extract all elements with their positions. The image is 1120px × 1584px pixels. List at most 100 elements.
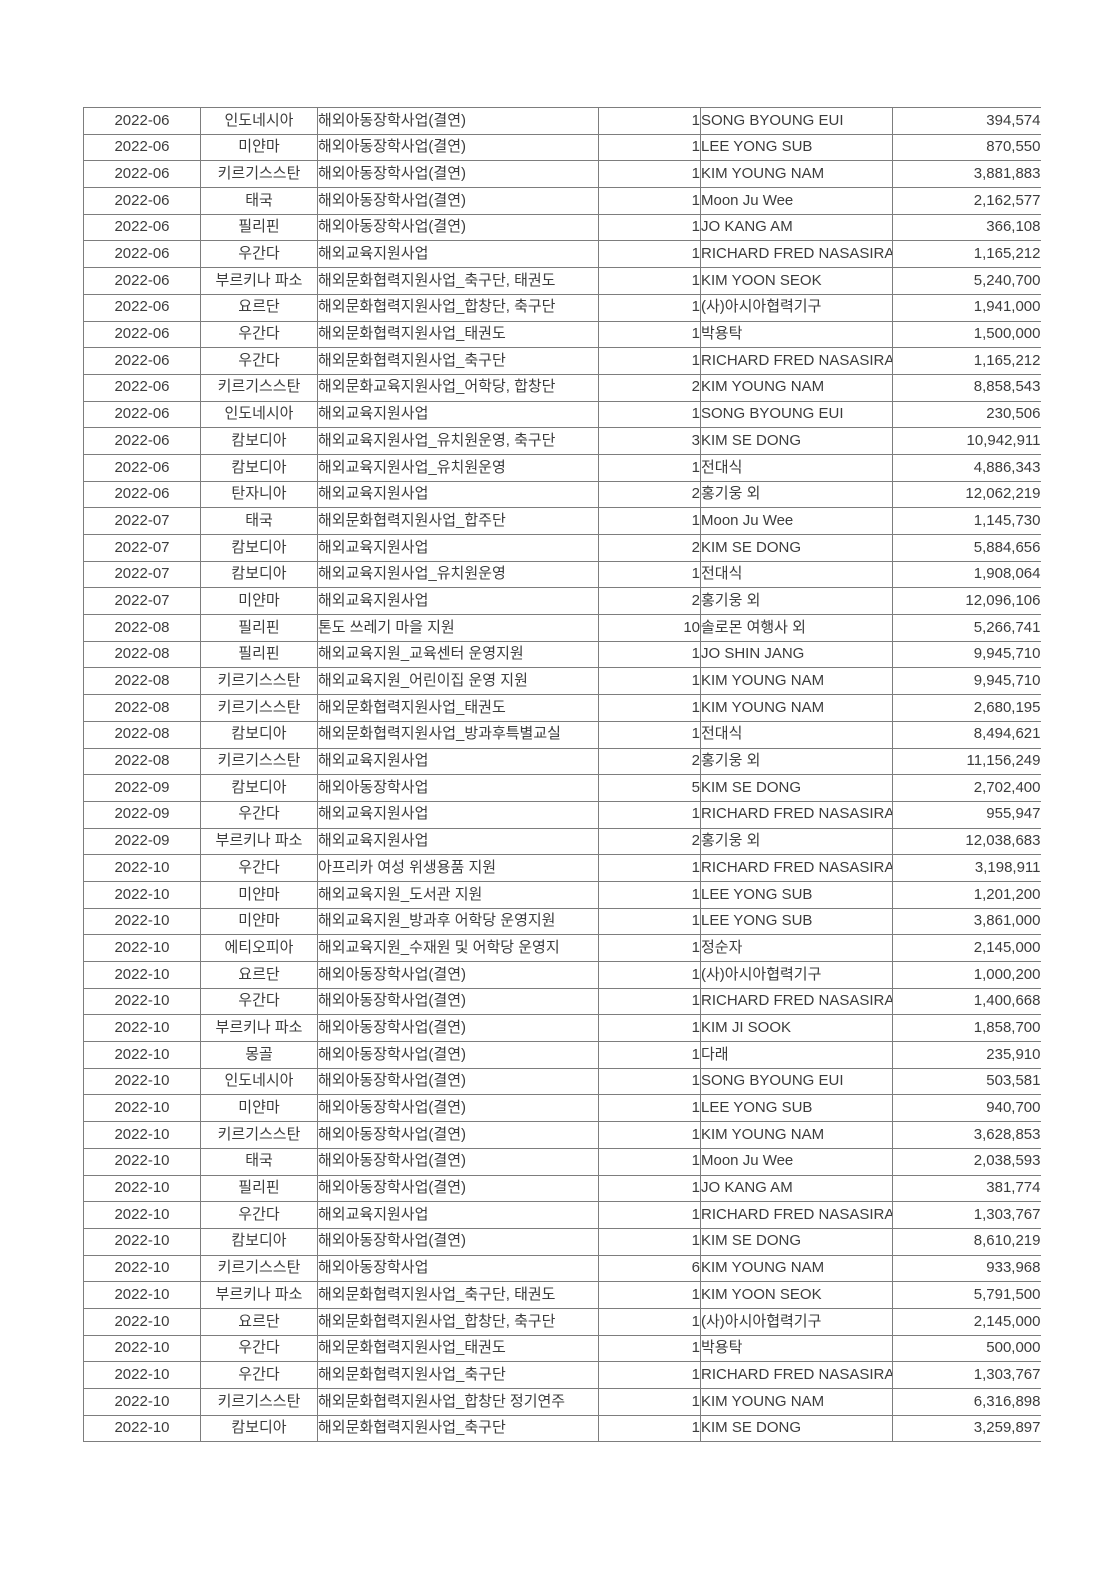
cell-country: 키르기스스탄: [200, 1388, 318, 1416]
table-row: 2022-07 미얀마 해외교육지원사업 2 홍기웅 외 12,096,106: [83, 587, 1041, 616]
cell-country: 태국: [200, 507, 318, 535]
cell-date: 2022-08: [83, 747, 201, 776]
cell-name: (사)아시아협력기구: [700, 293, 893, 322]
cell-program: 해외아동장학사업(결연): [317, 1147, 599, 1176]
table-row: 2022-10 우간다 해외교육지원사업 1 RICHARD FRED NASASIRA…: [83, 1201, 1041, 1229]
cell-country: 우간다: [200, 240, 318, 269]
table-row: 2022-10 에티오피아 해외교육지원_수재원 및 어학당 운영지 1 정순자 2,14…: [83, 934, 1041, 962]
cell-date: 2022-06: [83, 133, 201, 162]
cell-program: 해외교육지원_수재원 및 어학당 운영지: [317, 934, 599, 962]
cell-name: 홍기웅 외: [700, 827, 893, 856]
cell-amount: 3,861,000: [892, 907, 1041, 936]
cell-name: SONG BYOUNG EUI: [700, 107, 893, 135]
cell-date: 2022-10: [83, 1334, 201, 1363]
cell-amount: 366,108: [892, 213, 1041, 242]
cell-amount: 4,886,343: [892, 453, 1041, 482]
cell-program: 해외교육지원사업_유치원운영, 축구단: [317, 427, 599, 455]
cell-count: 1: [598, 507, 701, 535]
cell-name: KIM SE DONG: [700, 774, 893, 802]
cell-date: 2022-08: [83, 614, 201, 642]
cell-amount: 1,201,200: [892, 880, 1041, 909]
cell-country: 미얀마: [200, 1094, 318, 1123]
cell-name: (사)아시아협력기구: [700, 1307, 893, 1336]
cell-count: 1: [598, 720, 701, 749]
cell-amount: 12,062,219: [892, 480, 1041, 509]
table-row: 2022-06 캄보디아 해외교육지원사업_유치원운영, 축구단 3 KIM SE DO…: [83, 427, 1041, 455]
cell-count: 1: [598, 640, 701, 669]
cell-amount: 1,165,212: [892, 240, 1041, 269]
cell-country: 필리핀: [200, 640, 318, 669]
table-row: 2022-06 요르단 해외문화협력지원사업_합창단, 축구단 1 (사)아시아협력기구…: [83, 293, 1041, 322]
cell-country: 캄보디아: [200, 1227, 318, 1256]
cell-date: 2022-10: [83, 907, 201, 936]
cell-date: 2022-08: [83, 720, 201, 749]
cell-country: 미얀마: [200, 880, 318, 909]
cell-name: KIM YOUNG NAM: [700, 1254, 893, 1283]
cell-program: 해외아동장학사업(결연): [317, 160, 599, 189]
cell-name: 박용탁: [700, 1334, 893, 1363]
cell-country: 우간다: [200, 1361, 318, 1389]
cell-country: 인도네시아: [200, 1067, 318, 1096]
cell-count: 1: [598, 667, 701, 696]
cell-amount: 1,908,064: [892, 560, 1041, 589]
cell-amount: 1,303,767: [892, 1361, 1041, 1389]
cell-count: 1: [598, 961, 701, 989]
cell-amount: 10,942,911: [892, 427, 1041, 455]
table-row: 2022-06 필리핀 해외아동장학사업(결연) 1 JO KANG AM 366,108: [83, 213, 1041, 242]
cell-program: 해외문화협력지원사업_축구단, 태권도: [317, 267, 599, 295]
cell-date: 2022-10: [83, 1147, 201, 1176]
cell-country: 우간다: [200, 347, 318, 375]
table-row: 2022-10 요르단 해외문화협력지원사업_합창단, 축구단 1 (사)아시아협력기구…: [83, 1307, 1041, 1336]
cell-amount: 1,941,000: [892, 293, 1041, 322]
cell-amount: 235,910: [892, 1041, 1041, 1069]
cell-country: 에티오피아: [200, 934, 318, 962]
cell-country: 키르기스스탄: [200, 694, 318, 722]
cell-country: 캄보디아: [200, 720, 318, 749]
cell-name: 박용탁: [700, 320, 893, 349]
cell-program: 해외아동장학사업(결연): [317, 1041, 599, 1069]
cell-country: 미얀마: [200, 133, 318, 162]
cell-program: 아프리카 여성 위생용품 지원: [317, 854, 599, 882]
cell-program: 해외아동장학사업(결연): [317, 1227, 599, 1256]
cell-program: 해외문화협력지원사업_합창단 정기연주: [317, 1388, 599, 1416]
cell-program: 해외문화협력지원사업_합창단, 축구단: [317, 1307, 599, 1336]
cell-count: 1: [598, 107, 701, 135]
cell-name: LEE YONG SUB: [700, 1094, 893, 1123]
cell-amount: 8,858,543: [892, 373, 1041, 402]
cell-program: 해외교육지원사업: [317, 534, 599, 562]
table-row: 2022-10 캄보디아 해외문화협력지원사업_축구단 1 KIM SE DONG 3,2…: [83, 1414, 1041, 1443]
cell-country: 캄보디아: [200, 427, 318, 455]
cell-program: 해외교육지원_교육센터 운영지원: [317, 640, 599, 669]
cell-name: KIM YOUNG NAM: [700, 160, 893, 189]
cell-country: 키르기스스탄: [200, 1121, 318, 1149]
cell-date: 2022-10: [83, 1174, 201, 1203]
table-row: 2022-06 태국 해외아동장학사업(결연) 1 Moon Ju Wee 2,162,5…: [83, 187, 1041, 215]
cell-date: 2022-10: [83, 1014, 201, 1043]
cell-name: KIM YOUNG NAM: [700, 694, 893, 722]
cell-amount: 12,096,106: [892, 587, 1041, 616]
cell-country: 태국: [200, 1147, 318, 1176]
cell-count: 1: [598, 1067, 701, 1096]
cell-amount: 3,259,897: [892, 1414, 1041, 1443]
cell-date: 2022-10: [83, 1414, 201, 1443]
cell-amount: 2,145,000: [892, 1307, 1041, 1336]
table-row: 2022-10 우간다 해외아동장학사업(결연) 1 RICHARD FRED NASA…: [83, 987, 1041, 1016]
cell-country: 부르키나 파소: [200, 267, 318, 295]
cell-program: 해외교육지원사업: [317, 827, 599, 856]
cell-amount: 3,628,853: [892, 1121, 1041, 1149]
cell-amount: 503,581: [892, 1067, 1041, 1096]
cell-program: 해외문화협력지원사업_태권도: [317, 320, 599, 349]
cell-program: 해외문화협력지원사업_방과후특별교실: [317, 720, 599, 749]
table-row: 2022-06 키르기스스탄 해외문화교육지원사업_어학당, 합창단 2 KIM YOU…: [83, 373, 1041, 402]
cell-country: 캄보디아: [200, 774, 318, 802]
cell-date: 2022-06: [83, 427, 201, 455]
cell-name: RICHARD FRED NASASIRA: [700, 1361, 893, 1389]
cell-count: 2: [598, 587, 701, 616]
cell-name: 홍기웅 외: [700, 480, 893, 509]
table-row: 2022-10 우간다 아프리카 여성 위생용품 지원 1 RICHARD FRED N…: [83, 854, 1041, 882]
cell-date: 2022-06: [83, 160, 201, 189]
cell-amount: 1,165,212: [892, 347, 1041, 375]
cell-program: 해외아동장학사업(결연): [317, 1067, 599, 1096]
cell-amount: 5,266,741: [892, 614, 1041, 642]
cell-country: 캄보디아: [200, 453, 318, 482]
